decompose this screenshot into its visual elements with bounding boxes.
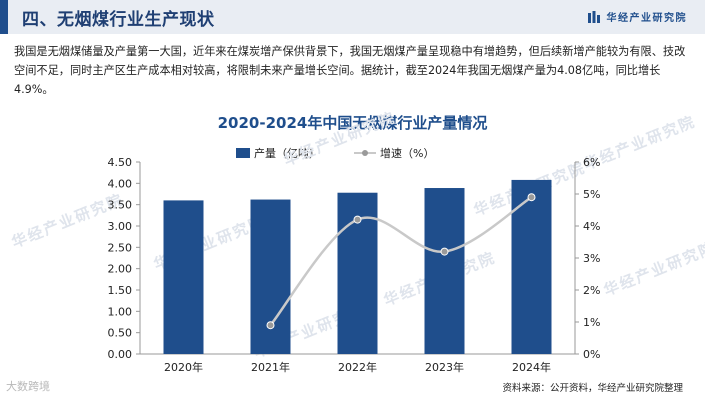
growth-line: [269, 196, 533, 326]
bar: [163, 200, 204, 354]
y-left-tick-label: 4.00: [108, 177, 133, 190]
source-note: 资料来源：公开资料，华经产业研究院整理: [502, 383, 683, 394]
brand-name: 华经产业研究院: [606, 13, 687, 24]
legend-item-output: 产量（亿吨）: [236, 145, 320, 161]
y-left-tick-label: 0.50: [108, 327, 133, 340]
page-title: 四、无烟煤行业生产现状: [22, 10, 215, 30]
brand: 华经产业研究院: [587, 9, 688, 24]
intro-paragraph: 我国是无烟煤储量及产量第一大国，近年来在煤炭增产保供背景下，我国无烟煤产量呈现稳…: [14, 45, 686, 96]
x-tick-label: 2022年: [338, 360, 377, 374]
y-left-tick-label: 1.50: [108, 284, 133, 297]
x-tick-label: 2020年: [164, 360, 203, 374]
legend-bar-swatch: [236, 148, 250, 158]
y-right-tick-label: 2%: [583, 284, 600, 297]
y-left-tick-label: 0.00: [108, 348, 133, 361]
brand-logo-icon: [587, 10, 600, 23]
y-left-tick-label: 2.50: [108, 241, 133, 254]
growth-point: [266, 321, 275, 330]
bar: [424, 188, 465, 354]
legend-line-swatch: [354, 150, 376, 156]
chart-legend: 产量（亿吨） 增速（%）: [236, 145, 468, 161]
x-tick-label: 2023年: [425, 360, 464, 374]
y-right-tick-label: 1%: [583, 316, 600, 329]
bar: [511, 179, 552, 354]
y-right-tick-label: 0%: [583, 348, 600, 361]
growth-point: [440, 247, 449, 256]
y-left-tick-label: 3.50: [108, 199, 133, 212]
legend-label-growth: 增速（%）: [380, 147, 435, 160]
y-right-tick-label: 5%: [583, 188, 600, 201]
x-tick-label: 2021年: [251, 360, 290, 374]
y-left-tick-label: 1.00: [108, 305, 133, 318]
y-left-tick-label: 4.50: [108, 156, 133, 169]
legend-item-growth: 增速（%）: [354, 145, 434, 161]
y-right-tick-label: 6%: [583, 156, 600, 169]
bar: [250, 199, 291, 354]
y-left-tick-label: 3.00: [108, 220, 133, 233]
y-right-tick-label: 3%: [583, 252, 600, 265]
chart-title: 2020-2024年中国无烟煤行业产量情况: [217, 114, 488, 132]
legend-label-output: 产量（亿吨）: [254, 147, 320, 160]
growth-point: [527, 193, 536, 202]
y-left-tick-label: 2.00: [108, 263, 133, 276]
y-right-tick-label: 4%: [583, 220, 600, 233]
growth-point: [353, 215, 362, 224]
x-tick-label: 2024年: [512, 360, 551, 374]
header-accent: [0, 0, 8, 34]
corner-mark: 大数跨境: [6, 380, 50, 393]
